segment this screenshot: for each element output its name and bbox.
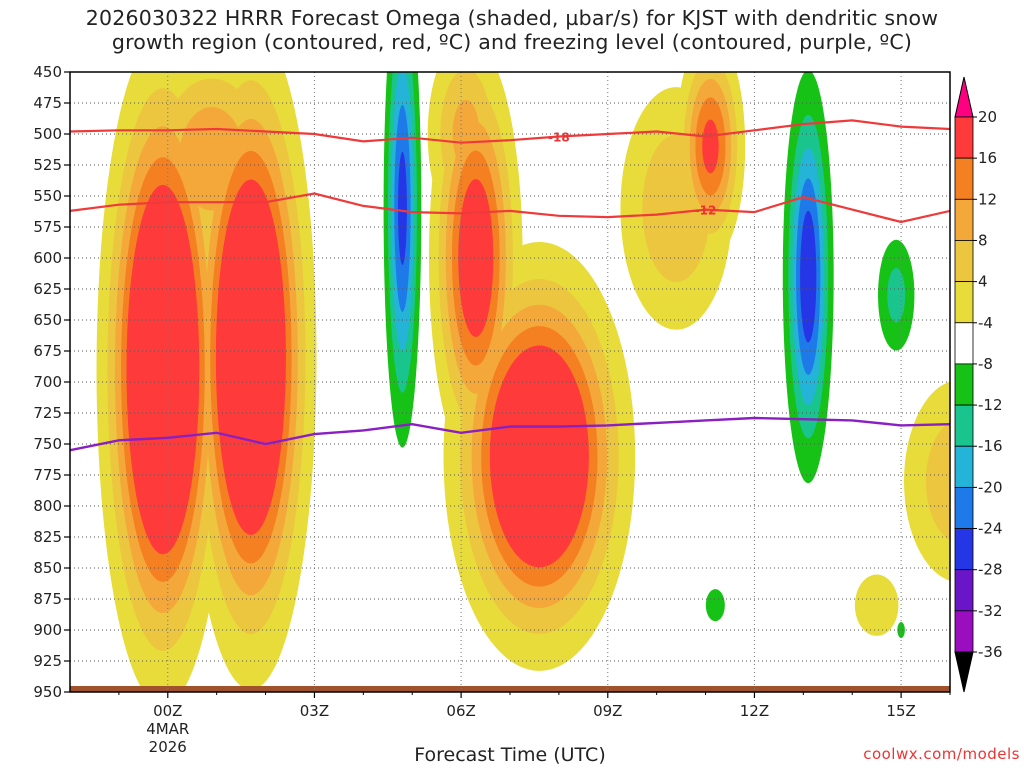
omega-positive-region [126, 184, 200, 555]
omega-positive-region [458, 178, 494, 338]
x-tick-year: 2026 [149, 738, 187, 756]
y-tick-label: 625 [33, 280, 62, 298]
omega-negative-region [897, 621, 905, 639]
y-tick-label: 675 [33, 342, 62, 360]
y-tick-label: 825 [33, 528, 62, 546]
colorbar-label: -12 [978, 396, 1003, 414]
colorbar-label: -16 [978, 437, 1003, 455]
colorbar-segment [954, 281, 974, 324]
y-tick-label: 775 [33, 466, 62, 484]
colorbar-label: -8 [978, 355, 993, 373]
colorbar-segment [954, 116, 974, 159]
y-tick-label: 650 [33, 311, 62, 329]
colorbar-top-arrow [954, 76, 974, 118]
omega-positive-region [215, 179, 286, 535]
x-tick-label: 00Z [153, 702, 182, 720]
y-tick-label: 950 [33, 683, 62, 701]
colorbar-segment [954, 322, 974, 365]
colorbar-label: -32 [978, 602, 1003, 620]
y-tick-label: 925 [33, 652, 62, 670]
colorbar-segment [954, 157, 974, 200]
colorbar-label: -28 [978, 561, 1003, 579]
x-tick-label: 09Z [593, 702, 622, 720]
colorbar-segment [954, 198, 974, 241]
y-tick-label: 875 [33, 590, 62, 608]
y-tick-label: 550 [33, 187, 62, 205]
dgz-isotherm-line [70, 192, 950, 224]
x-tick-date: 4MAR [146, 720, 189, 738]
x-tick-label: 15Z [886, 702, 915, 720]
freezing-level-line [70, 416, 950, 452]
y-tick-label: 850 [33, 559, 62, 577]
colorbar-segment [954, 528, 974, 571]
colorbar-label: -4 [978, 314, 993, 332]
colorbar-label: 4 [978, 273, 988, 291]
dgz-isotherm-line [70, 119, 950, 144]
x-tick-label: 03Z [300, 702, 329, 720]
colorbar-label: 8 [978, 231, 988, 249]
y-tick-label: 750 [33, 435, 62, 453]
colorbar-segment [954, 569, 974, 612]
chart-title-line2: growth region (contoured, red, ºC) and f… [111, 30, 913, 54]
y-tick-label: 800 [33, 497, 62, 515]
y-tick-label: 500 [33, 125, 62, 143]
omega-positive-region [854, 574, 899, 636]
omega-positive-region [702, 119, 719, 174]
credit-text: coolwx.com/models [863, 745, 1020, 763]
y-tick-label: 475 [33, 94, 62, 112]
y-tick-label: 600 [33, 249, 62, 267]
colorbar-label: -24 [978, 520, 1003, 538]
colorbar-label: 20 [978, 108, 997, 126]
omega-negative-region [397, 151, 407, 265]
colorbar-segment [954, 445, 974, 488]
x-tick-label: 12Z [740, 702, 769, 720]
omega-positive-region [179, 107, 245, 211]
omega-negative-region [800, 210, 817, 343]
colorbar-label: 16 [978, 149, 997, 167]
colorbar-bottom-arrow [954, 651, 974, 693]
x-tick-label: 06Z [446, 702, 475, 720]
y-tick-label: 700 [33, 373, 62, 391]
colorbar-segment [954, 404, 974, 447]
dgz-isotherm-label: -18 [548, 130, 570, 144]
y-tick-label: 525 [33, 156, 62, 174]
y-tick-label: 900 [33, 621, 62, 639]
colorbar-segment [954, 363, 974, 406]
omega-positive-region [925, 422, 950, 540]
colorbar-label: -36 [978, 643, 1003, 661]
colorbar-label: 12 [978, 190, 997, 208]
colorbar-segment [954, 610, 974, 653]
colorbar-segment [954, 240, 974, 283]
chart-title-line1: 2026030322 HRRR Forecast Omega (shaded, … [85, 6, 939, 30]
terrain-band [70, 686, 950, 692]
x-axis-label: Forecast Time (UTC) [414, 744, 606, 766]
omega-negative-region [705, 589, 725, 622]
y-tick-label: 575 [33, 218, 62, 236]
colorbar-segment [954, 486, 974, 529]
dgz-isotherm-label: -12 [695, 204, 717, 218]
chart-title: 2026030322 HRRR Forecast Omega (shaded, … [0, 6, 1024, 54]
colorbar-label: -20 [978, 478, 1003, 496]
y-tick-label: 450 [33, 63, 62, 81]
omega-positive-region [489, 345, 589, 568]
y-tick-label: 725 [33, 404, 62, 422]
omega-negative-region [887, 267, 906, 323]
